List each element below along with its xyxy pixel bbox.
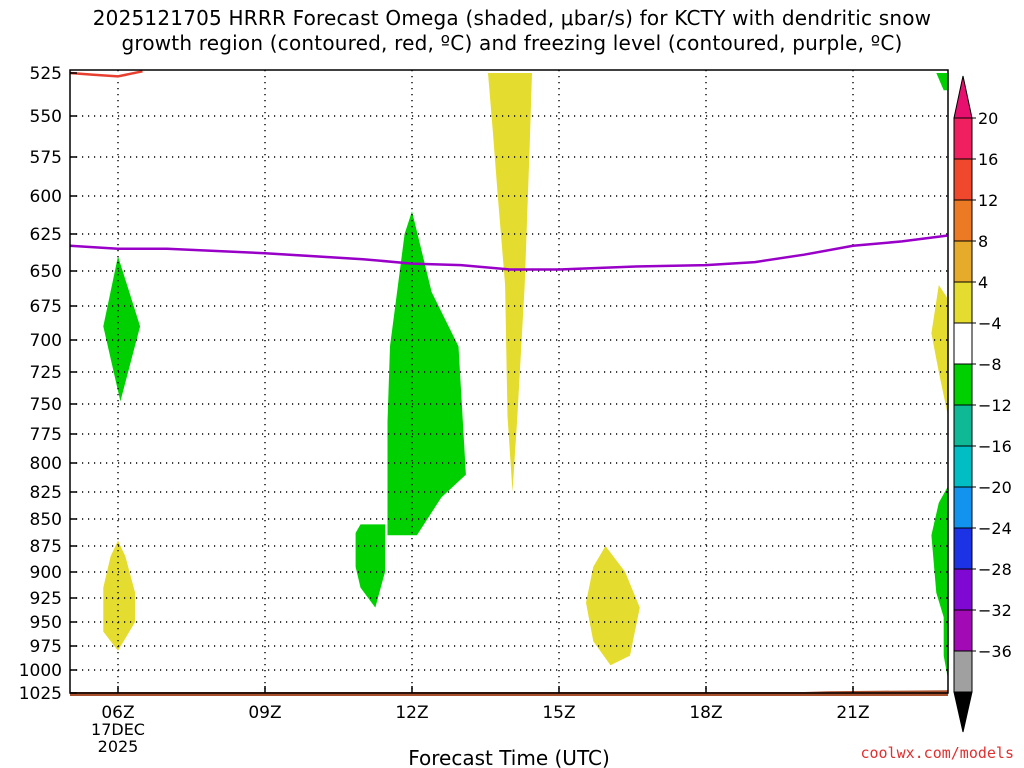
omega-neg-11z: [355, 524, 385, 608]
y-tick-label: 900: [30, 563, 62, 583]
plot-frame: [69, 69, 949, 694]
colorbar-swatch: [953, 281, 973, 324]
colorbar-label: −32: [978, 601, 1012, 620]
colorbar-label: 20: [978, 109, 998, 128]
colorbar-label: −4: [978, 314, 1002, 333]
contour-lines: [69, 70, 949, 271]
y-tick-label: 550: [30, 107, 62, 127]
chart-title-line-1: 2025121705 HRRR Forecast Omega (shaded, …: [92, 6, 932, 30]
y-tick-label: 1000: [19, 661, 62, 681]
x-tick-label: 09Z: [248, 703, 281, 723]
omega-neg-23z-top: [936, 73, 948, 91]
plot-border: [69, 69, 949, 694]
colorbar-label: −36: [978, 642, 1012, 661]
y-axis: 525 550 575 600 625 650 675 700 725 750 775 800 825 8…: [19, 64, 77, 704]
colorbar-swatch: [953, 486, 973, 529]
y-tick-label: 975: [30, 637, 62, 657]
x-tick-label: 15Z: [542, 703, 575, 723]
colorbar-swatch: [953, 568, 973, 611]
x-axis-title: Forecast Time (UTC): [408, 746, 610, 768]
colorbar-swatch: [953, 527, 973, 570]
colorbar-label: −16: [978, 437, 1012, 456]
colorbar-label: −28: [978, 560, 1012, 579]
colorbar-label: −24: [978, 519, 1012, 538]
colorbar-label: −12: [978, 396, 1012, 415]
colorbar-swatch: [953, 363, 973, 406]
freezing-level-line: [69, 234, 949, 271]
dendritic-growth-contour: [69, 70, 143, 78]
y-tick-label: 800: [30, 454, 62, 474]
colorbar-swatch: [953, 445, 973, 488]
omega-neg-23z-low: [931, 486, 948, 680]
y-tick-label: 650: [30, 262, 62, 282]
y-tick-label: 850: [30, 510, 62, 530]
credit-text: coolwx.com/models: [860, 744, 1014, 762]
colorbar-label: 4: [978, 273, 988, 292]
grid-lines: [70, 70, 948, 693]
colorbar-swatch: [953, 158, 973, 201]
omega-pos-06z: [103, 540, 136, 651]
x-tick-label: 18Z: [689, 703, 722, 723]
y-tick-label: 775: [30, 425, 62, 445]
x-tick-year: 2025: [98, 737, 139, 756]
colorbar-label: 12: [978, 191, 998, 210]
omega-shading: [103, 73, 948, 680]
colorbar-swatch: [953, 404, 973, 447]
y-tick-label: 600: [30, 187, 62, 207]
colorbar-top-arrow: [953, 75, 973, 119]
y-tick-label: 525: [30, 64, 62, 84]
omega-pos-14z: [488, 73, 532, 492]
colorbar-label: 16: [978, 150, 998, 169]
colorbar: 20 16 12 8 4 −4 −8 −12 −16 −20 −24 −28 −32 −36: [953, 75, 1012, 733]
colorbar-bottom-arrow: [953, 691, 973, 733]
y-tick-label: 750: [30, 395, 62, 415]
omega-pos-16z: [586, 546, 640, 666]
colorbar-swatch: [953, 322, 973, 365]
omega-neg-06z: [103, 256, 141, 402]
y-tick-label: 625: [30, 225, 62, 245]
y-tick-label: 700: [30, 331, 62, 351]
x-tick-label: 06Z: [101, 703, 134, 723]
colorbar-swatch: [953, 240, 973, 283]
y-tick-label: 950: [30, 613, 62, 633]
y-tick-label: 825: [30, 483, 62, 503]
colorbar-label: −8: [978, 355, 1002, 374]
colorbar-swatch: [953, 199, 973, 242]
omega-pos-23z-mid: [931, 285, 948, 416]
y-tick-label: 575: [30, 148, 62, 168]
colorbar-swatch: [953, 609, 973, 652]
colorbar-label: −20: [978, 478, 1012, 497]
colorbar-label: 8: [978, 232, 988, 251]
omega-neg-12z: [387, 211, 466, 536]
y-tick-label: 925: [30, 589, 62, 609]
colorbar-swatch: [953, 117, 973, 160]
chart-title-line-2: growth region (contoured, red, ºC) and f…: [121, 31, 903, 55]
x-tick-label: 21Z: [836, 703, 869, 723]
y-tick-label: 875: [30, 537, 62, 557]
y-tick-label: 725: [30, 363, 62, 383]
x-tick-label: 12Z: [395, 703, 428, 723]
y-tick-label: 675: [30, 297, 62, 317]
colorbar-swatch: [953, 650, 973, 693]
y-tick-label: 1025: [19, 684, 62, 704]
x-tick-date: 17DEC: [91, 720, 145, 739]
